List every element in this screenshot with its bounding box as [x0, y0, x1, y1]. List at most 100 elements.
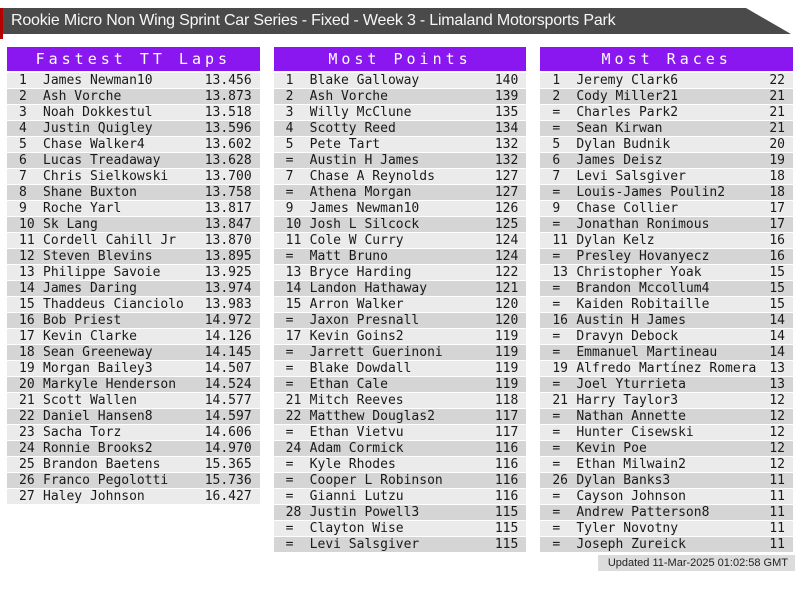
rank-cell: 7	[19, 169, 27, 184]
driver-name-cell: Lucas Treadaway	[43, 153, 161, 168]
table-row: 28 Justin Powell3 115	[273, 505, 527, 521]
rank-cell: =	[285, 345, 294, 360]
driver-name-cell: Kaiden Robitaille	[576, 297, 710, 312]
rank-cell: =	[552, 521, 561, 536]
table-row: 16 Austin H James 14	[540, 313, 794, 329]
driver-name-cell: Clayton Wise	[309, 521, 404, 536]
driver-name-cell: Sacha Torz	[43, 425, 122, 440]
rank-cell: =	[552, 489, 561, 504]
driver-name-cell: Thaddeus Cianciolo	[43, 297, 184, 312]
rank-cell: =	[285, 249, 294, 264]
rank-cell: =	[552, 409, 561, 424]
value-cell: 117	[494, 425, 519, 440]
driver-name-cell: Cooper L Robinson	[309, 473, 443, 488]
rank-cell: 10	[285, 217, 302, 232]
table-row: = Charles Park2 21	[540, 105, 794, 121]
table-row: 7 Chase A Reynolds 127	[273, 169, 527, 185]
table-row: 14 Landon Hathaway 121	[273, 281, 527, 297]
table-row: = Emmanuel Martineau 14	[540, 345, 794, 361]
driver-name-cell: Dylan Banks3	[576, 473, 671, 488]
rank-cell: 5	[552, 137, 561, 152]
rank-cell: 7	[285, 169, 294, 184]
table-row: = Ethan Cale 119	[273, 377, 527, 393]
driver-name-cell: Levi Salsgiver	[309, 537, 420, 552]
value-cell: 14.524	[204, 377, 252, 392]
table-row: 13 Bryce Harding 122	[273, 265, 527, 281]
table-row: 20 Markyle Henderson 14.524	[7, 377, 260, 393]
rank-cell: =	[285, 537, 294, 552]
rank-cell: 4	[285, 121, 294, 136]
value-cell: 135	[494, 105, 519, 120]
driver-name-cell: Kevin Poe	[576, 441, 647, 456]
value-cell: 16.427	[204, 489, 252, 504]
rank-cell: 17	[19, 329, 35, 344]
leaderboard-most-races: Most Races 1 Jeremy Clark6 22 2 Cody Miller2…	[540, 47, 794, 553]
rank-cell: 13	[552, 265, 568, 280]
table-row: = Kaiden Robitaille 15	[540, 297, 794, 313]
table-row: = Cayson Johnson 11	[540, 489, 794, 505]
rank-cell: =	[552, 329, 561, 344]
rank-cell: =	[285, 361, 294, 376]
value-cell: 120	[494, 313, 519, 328]
value-cell: 17	[769, 217, 786, 232]
table-row: = Jarrett Guerinoni 119	[273, 345, 527, 361]
table-row: = Jaxon Presnall 120	[273, 313, 527, 329]
value-cell: 14.577	[204, 393, 252, 408]
rank-cell: 11	[19, 233, 35, 248]
driver-name-cell: Scotty Reed	[309, 121, 396, 136]
rank-cell: 26	[552, 473, 568, 488]
driver-name-cell: Ethan Vietvu	[309, 425, 404, 440]
rank-cell: =	[552, 217, 561, 232]
table-row: 2 Cody Miller21 21	[540, 89, 794, 105]
rank-cell: 21	[552, 393, 568, 408]
rank-cell: 15	[19, 297, 35, 312]
table-row: = Nathan Annette 12	[540, 409, 794, 425]
rank-cell: =	[552, 537, 561, 552]
table-row: 1 Jeremy Clark6 22	[540, 73, 794, 89]
value-cell: 14	[769, 313, 786, 328]
value-cell: 13.700	[204, 169, 252, 184]
table-row: 25 Brandon Baetens 15.365	[7, 457, 260, 473]
rank-cell: 26	[19, 473, 35, 488]
driver-name-cell: Brandon Mccollum4	[576, 281, 710, 296]
table-row: 5 Pete Tart 132	[273, 137, 527, 153]
table-row: 5 Dylan Budnik 20	[540, 137, 794, 153]
rank-cell: 17	[285, 329, 302, 344]
driver-name-cell: Austin H James	[576, 313, 686, 328]
table-row: = Presley Hovanyecz 16	[540, 249, 794, 265]
table-row: = Ethan Milwain2 12	[540, 457, 794, 473]
value-cell: 13.518	[204, 105, 252, 120]
driver-name-cell: Adam Cormick	[309, 441, 404, 456]
table-row: 2 Ash Vorche 13.873	[7, 89, 260, 105]
table-row: 1 Blake Galloway 140	[273, 73, 527, 89]
driver-name-cell: Daniel Hansen8	[43, 409, 153, 424]
rank-cell: =	[552, 377, 561, 392]
value-cell: 14.606	[204, 425, 252, 440]
driver-name-cell: Ethan Milwain2	[576, 457, 686, 472]
value-cell: 122	[494, 265, 519, 280]
driver-name-cell: Alfredo Martínez Romera	[576, 361, 757, 376]
driver-name-cell: Philippe Savoie	[43, 265, 161, 280]
driver-name-cell: Bob Priest	[43, 313, 122, 328]
value-cell: 11	[769, 505, 786, 520]
value-cell: 115	[494, 505, 519, 520]
driver-name-cell: Sean Greeneway	[43, 345, 153, 360]
value-cell: 13.602	[204, 137, 252, 152]
table-row: = Clayton Wise 115	[273, 521, 527, 537]
driver-name-cell: Mitch Reeves	[309, 393, 404, 408]
rank-cell: 8	[19, 185, 27, 200]
table-row: = Gianni Lutzu 116	[273, 489, 527, 505]
value-cell: 14.597	[204, 409, 252, 424]
value-cell: 13.758	[204, 185, 252, 200]
value-cell: 116	[494, 457, 519, 472]
table-row: = Jonathan Ronimous 17	[540, 217, 794, 233]
value-cell: 116	[494, 489, 519, 504]
driver-name-cell: Brandon Baetens	[43, 457, 161, 472]
value-cell: 21	[769, 89, 786, 104]
driver-name-cell: Hunter Cisewski	[576, 425, 694, 440]
leaderboard-columns: Fastest TT Laps 1 James Newman10 13.456 2 As…	[0, 47, 800, 553]
rank-cell: =	[285, 313, 294, 328]
table-row: = Joel Yturrieta 13	[540, 377, 794, 393]
table-row: 18 Sean Greeneway 14.145	[7, 345, 260, 361]
rank-cell: 24	[19, 441, 35, 456]
